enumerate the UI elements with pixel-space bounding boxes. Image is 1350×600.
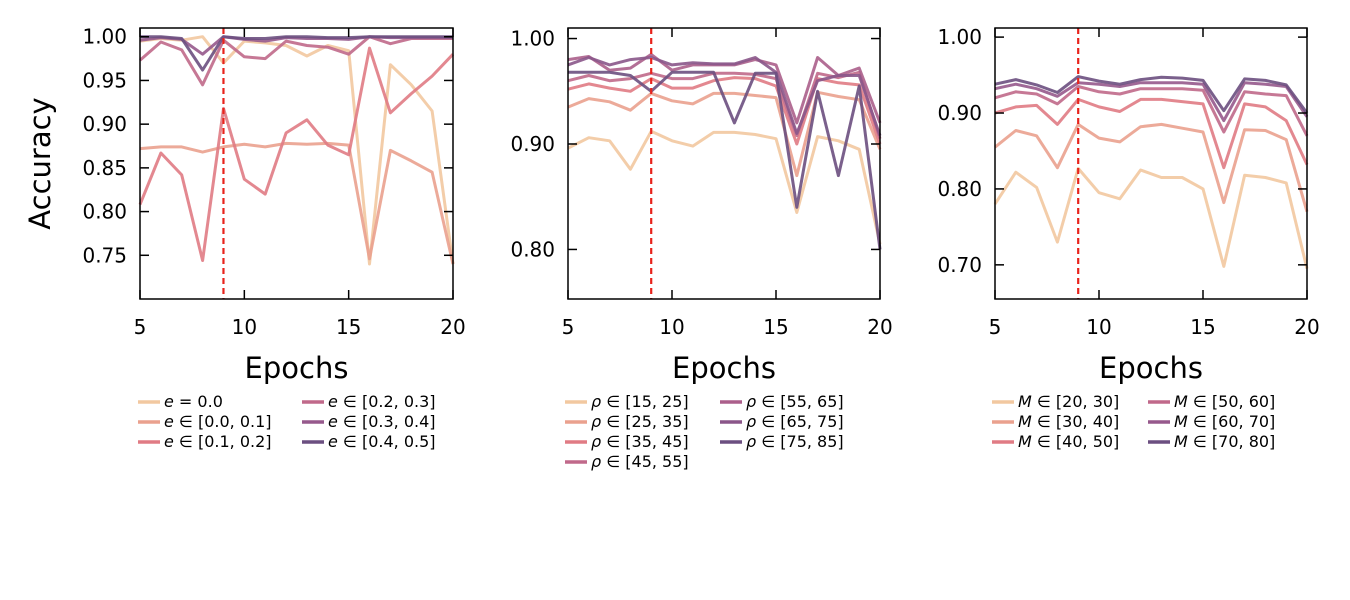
series-line-left-1	[139, 141, 455, 265]
legend-item: e = 0.0	[138, 392, 223, 411]
legend-item: e ∈ [0.0, 0.1]	[138, 412, 272, 431]
y-tick-label-middle-1: 0.90	[510, 132, 555, 156]
series-line-right-4	[994, 81, 1309, 123]
y-tick-label-left-4: 0.95	[82, 68, 127, 92]
legend-middle: ρ ∈ [15, 25]ρ ∈ [25, 35]ρ ∈ [35, 45]ρ ∈ …	[565, 392, 844, 471]
legend-label: M ∈ [50, 60]	[1174, 392, 1275, 411]
legend-label: M ∈ [40, 50]	[1018, 432, 1119, 451]
x-tick-label-right-2: 15	[1190, 315, 1215, 339]
series-line-middle-6	[568, 70, 882, 250]
y-axis-label: Accuracy	[23, 97, 57, 229]
legend-label: ρ ∈ [35, 45]	[591, 432, 689, 451]
legend-left: e = 0.0e ∈ [0.0, 0.1]e ∈ [0.1, 0.2] e ∈ […	[138, 392, 436, 451]
legend-label: e ∈ [0.0, 0.1]	[164, 412, 272, 431]
x-tick-label-left-2: 15	[336, 315, 361, 339]
legend-item: e ∈ [0.1, 0.2]	[138, 432, 272, 451]
legend-label: e = 0.0	[164, 392, 223, 411]
x-tick-label-right-0: 5	[989, 315, 1002, 339]
legend-label: ρ ∈ [75, 85]	[746, 432, 844, 451]
x-tick-label-left-3: 20	[440, 315, 465, 339]
y-tick-label-right-0: 0.70	[937, 253, 982, 277]
y-tick-label-left-1: 0.80	[82, 200, 127, 224]
series-line-middle-1	[567, 90, 882, 178]
legend-label: M ∈ [30, 40]	[1018, 412, 1119, 431]
x-tick-label-right-1: 10	[1086, 315, 1111, 339]
y-tick-label-middle-0: 0.80	[510, 237, 555, 261]
y-tick-label-right-1: 0.80	[937, 177, 982, 201]
legend-label: e ∈ [0.4, 0.5]	[328, 432, 436, 451]
y-tick-label-left-0: 0.75	[82, 243, 127, 267]
x-tick-label-middle-0: 5	[562, 315, 575, 339]
legend-label: ρ ∈ [55, 65]	[746, 392, 844, 411]
y-tick-label-left-5: 1.00	[82, 25, 127, 49]
legend-label: ρ ∈ [25, 35]	[591, 412, 689, 431]
x-tick-label-middle-1: 10	[659, 315, 684, 339]
legend-label: M ∈ [60, 70]	[1174, 412, 1275, 431]
y-tick-label-right-2: 0.90	[937, 101, 982, 125]
legend-label: e ∈ [0.1, 0.2]	[164, 432, 272, 451]
series-line-right-0	[993, 166, 1309, 269]
x-axis-label-right: Epochs	[1099, 351, 1203, 385]
y-tick-label-middle-2: 1.00	[510, 27, 555, 51]
series-line-middle-5	[567, 56, 882, 137]
chart-panel-left: 5 10 15 20 0.75 0.80 0.85 0.90 0.95 1.00 Epochs Acc…	[23, 25, 466, 451]
legend-item: M ∈ [50, 60]	[1148, 392, 1275, 411]
axes-frame-middle	[567, 27, 881, 300]
y-tick-label-left-2: 0.85	[82, 156, 127, 180]
legend-item: M ∈ [60, 70]	[1148, 412, 1275, 431]
legend-item: e ∈ [0.3, 0.4]	[302, 412, 436, 431]
legend-label: M ∈ [20, 30]	[1018, 392, 1119, 411]
series-line-left-3	[139, 35, 453, 87]
x-axis-label-left: Epochs	[245, 351, 349, 385]
legend-label: e ∈ [0.3, 0.4]	[328, 412, 436, 431]
legend-label: ρ ∈ [65, 75]	[746, 412, 844, 431]
series-line-middle-2	[567, 76, 882, 146]
axes-frame-right	[994, 27, 1308, 300]
legend-item: M ∈ [70, 80]	[1148, 432, 1275, 451]
legend-item: ρ ∈ [25, 35]	[565, 412, 689, 431]
legend-item: ρ ∈ [35, 45]	[565, 432, 689, 451]
legend-item: ρ ∈ [75, 85]	[720, 432, 844, 451]
axes-frame-left	[139, 27, 454, 300]
legend-label: e ∈ [0.2, 0.3]	[328, 392, 436, 411]
y-tick-label-left-3: 0.90	[82, 112, 127, 136]
legend-item: e ∈ [0.2, 0.3]	[302, 392, 436, 411]
legend-label: ρ ∈ [15, 25]	[591, 392, 689, 411]
y-tick-label-right-3: 1.00	[937, 25, 982, 49]
series-line-middle-3	[567, 70, 882, 140]
series-line-right-2	[994, 97, 1309, 170]
x-axis-label-middle: Epochs	[672, 351, 776, 385]
x-tick-label-middle-3: 20	[867, 315, 892, 339]
x-tick-label-left-0: 5	[134, 315, 147, 339]
legend-label: ρ ∈ [45, 55]	[591, 452, 689, 471]
x-tick-label-middle-2: 15	[763, 315, 788, 339]
series-line-left-0	[139, 35, 455, 266]
legend-item: M ∈ [40, 50]	[992, 432, 1119, 451]
legend-item: M ∈ [30, 40]	[992, 412, 1119, 431]
series-line-middle-0	[567, 129, 882, 245]
legend-item: ρ ∈ [55, 65]	[720, 392, 844, 411]
series-line-left-5	[140, 35, 453, 72]
series-line-right-3	[994, 85, 1309, 137]
legend-right: M ∈ [20, 30]M ∈ [30, 40]M ∈ [40, 50] M ∈ …	[992, 392, 1275, 451]
legend-item: ρ ∈ [15, 25]	[565, 392, 689, 411]
chart-panel-right: 5 10 15 20 0.70 0.80 0.90 1.00 Epochs M ∈ [20, 30…	[937, 25, 1319, 451]
x-tick-label-left-1: 10	[232, 315, 257, 339]
legend-item: ρ ∈ [65, 75]	[720, 412, 844, 431]
series-line-right-5	[994, 75, 1309, 114]
x-tick-label-right-3: 20	[1294, 315, 1319, 339]
series-line-right-1	[994, 122, 1309, 213]
legend-item: ρ ∈ [45, 55]	[565, 452, 689, 471]
legend-item: M ∈ [20, 30]	[992, 392, 1119, 411]
series-line-left-2	[138, 46, 455, 262]
legend-label: M ∈ [70, 80]	[1174, 432, 1275, 451]
legend-item: e ∈ [0.4, 0.5]	[302, 432, 436, 451]
